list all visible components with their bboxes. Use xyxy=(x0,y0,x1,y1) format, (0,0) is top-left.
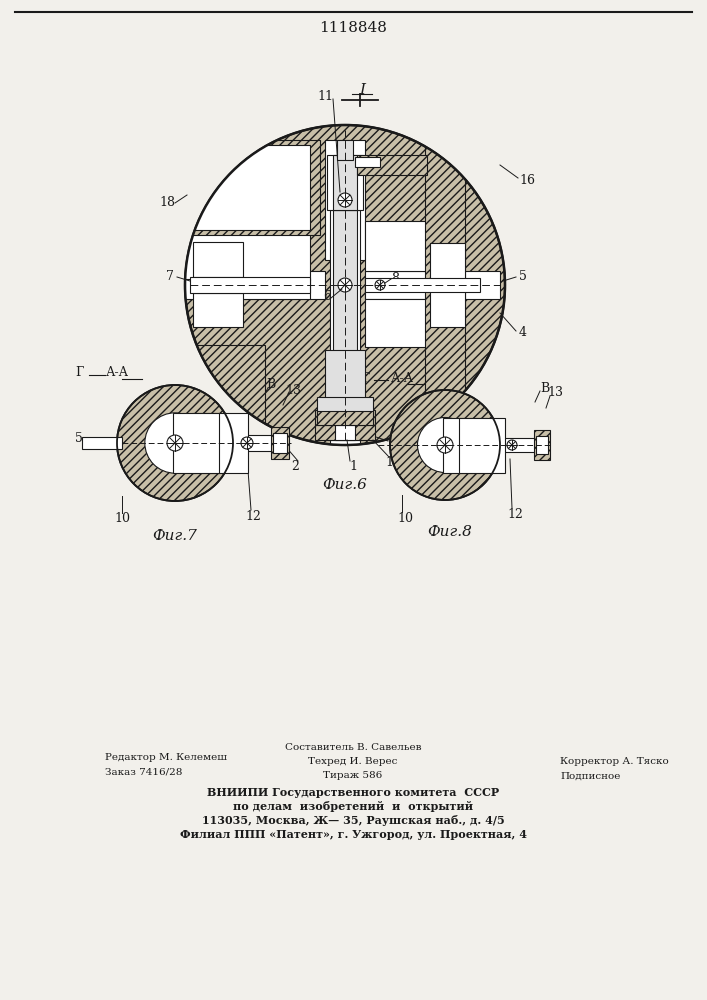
Bar xyxy=(534,430,550,460)
Text: В: В xyxy=(267,378,276,391)
Text: 13: 13 xyxy=(547,386,563,399)
Text: 5: 5 xyxy=(75,432,83,444)
Text: 6: 6 xyxy=(323,290,331,304)
Circle shape xyxy=(167,435,183,451)
Circle shape xyxy=(185,125,505,445)
Circle shape xyxy=(117,385,233,501)
Text: Фиг.7: Фиг.7 xyxy=(153,529,197,543)
Text: Подписное: Подписное xyxy=(560,772,620,780)
Bar xyxy=(365,299,430,347)
Bar xyxy=(337,140,353,160)
Circle shape xyxy=(418,418,472,473)
Bar xyxy=(317,411,373,425)
Text: 5: 5 xyxy=(366,430,374,444)
Circle shape xyxy=(338,278,352,292)
Bar xyxy=(327,155,363,210)
Bar xyxy=(333,210,357,355)
Text: 10: 10 xyxy=(114,512,130,526)
Text: по делам  изобретений  и  открытий: по делам изобретений и открытий xyxy=(233,800,473,812)
Bar xyxy=(333,155,357,210)
Circle shape xyxy=(145,413,205,473)
Text: 12: 12 xyxy=(507,508,523,520)
Bar xyxy=(365,221,430,271)
Bar xyxy=(327,360,363,440)
Text: Редактор М. Келемеш: Редактор М. Келемеш xyxy=(105,754,227,762)
Circle shape xyxy=(375,280,385,290)
Text: ВНИИПИ Государственного комитета  СССР: ВНИИПИ Государственного комитета СССР xyxy=(207,786,499,798)
Text: Фиг.8: Фиг.8 xyxy=(428,525,472,539)
Text: 13: 13 xyxy=(285,383,301,396)
Bar xyxy=(190,145,310,230)
Text: 11: 11 xyxy=(317,91,333,104)
Text: 18: 18 xyxy=(159,196,175,210)
Text: 1: 1 xyxy=(349,460,357,474)
Text: 16: 16 xyxy=(519,174,535,186)
Bar xyxy=(355,157,380,167)
Bar xyxy=(500,438,538,452)
Bar xyxy=(430,243,465,327)
Bar xyxy=(365,271,500,299)
Text: Г: Г xyxy=(361,371,369,384)
Text: А-А: А-А xyxy=(105,366,129,379)
Text: В: В xyxy=(540,381,549,394)
Text: 17: 17 xyxy=(385,456,401,470)
Bar xyxy=(330,305,360,445)
Bar xyxy=(325,350,365,400)
Bar xyxy=(365,271,430,299)
Text: 7: 7 xyxy=(166,270,174,284)
Bar xyxy=(193,293,243,327)
Bar xyxy=(185,140,320,235)
Bar xyxy=(173,413,219,473)
Text: 1118848: 1118848 xyxy=(319,21,387,35)
Bar xyxy=(192,413,248,473)
Bar xyxy=(443,418,486,473)
Text: Составитель В. Савельев: Составитель В. Савельев xyxy=(285,744,421,752)
Text: Корректор А. Тяско: Корректор А. Тяско xyxy=(560,758,669,766)
Text: Г: Г xyxy=(75,366,83,379)
Text: 12: 12 xyxy=(245,510,261,522)
Bar xyxy=(335,360,355,440)
Bar xyxy=(425,125,465,445)
Text: 5: 5 xyxy=(519,270,527,284)
Bar xyxy=(317,397,373,425)
Bar xyxy=(82,437,122,449)
Circle shape xyxy=(507,440,517,450)
Text: Тираж 586: Тираж 586 xyxy=(323,772,382,780)
Bar xyxy=(459,418,505,473)
Text: Техред И. Верес: Техред И. Верес xyxy=(308,758,397,766)
Bar xyxy=(190,277,310,293)
Circle shape xyxy=(390,390,500,500)
Text: 2: 2 xyxy=(291,460,299,474)
Bar xyxy=(365,278,480,292)
Bar xyxy=(330,210,360,355)
Text: А-А: А-А xyxy=(390,371,414,384)
Text: 10: 10 xyxy=(397,512,413,524)
Text: Фиг.6: Фиг.6 xyxy=(322,478,368,492)
Bar xyxy=(185,279,310,299)
Bar xyxy=(325,140,365,260)
Text: I: I xyxy=(359,83,365,97)
Text: Заказ 7416/28: Заказ 7416/28 xyxy=(105,768,182,776)
Bar xyxy=(315,410,375,440)
Bar xyxy=(273,433,287,453)
Circle shape xyxy=(338,193,352,207)
Text: 8: 8 xyxy=(391,272,399,286)
Bar xyxy=(536,436,548,454)
Circle shape xyxy=(437,437,453,453)
Bar xyxy=(193,242,243,277)
Bar xyxy=(357,155,427,175)
Bar xyxy=(185,220,310,280)
Bar xyxy=(271,427,289,459)
Bar xyxy=(233,435,275,451)
Bar xyxy=(185,345,265,445)
Text: 4: 4 xyxy=(519,326,527,340)
Text: Филиал ППП «Патент», г. Ужгород, ул. Проектная, 4: Филиал ППП «Патент», г. Ужгород, ул. Про… xyxy=(180,828,527,840)
Bar xyxy=(185,271,325,299)
Text: 113035, Москва, Ж— 35, Раушская наб., д. 4/5: 113035, Москва, Ж— 35, Раушская наб., д.… xyxy=(201,814,504,826)
Circle shape xyxy=(241,437,253,449)
